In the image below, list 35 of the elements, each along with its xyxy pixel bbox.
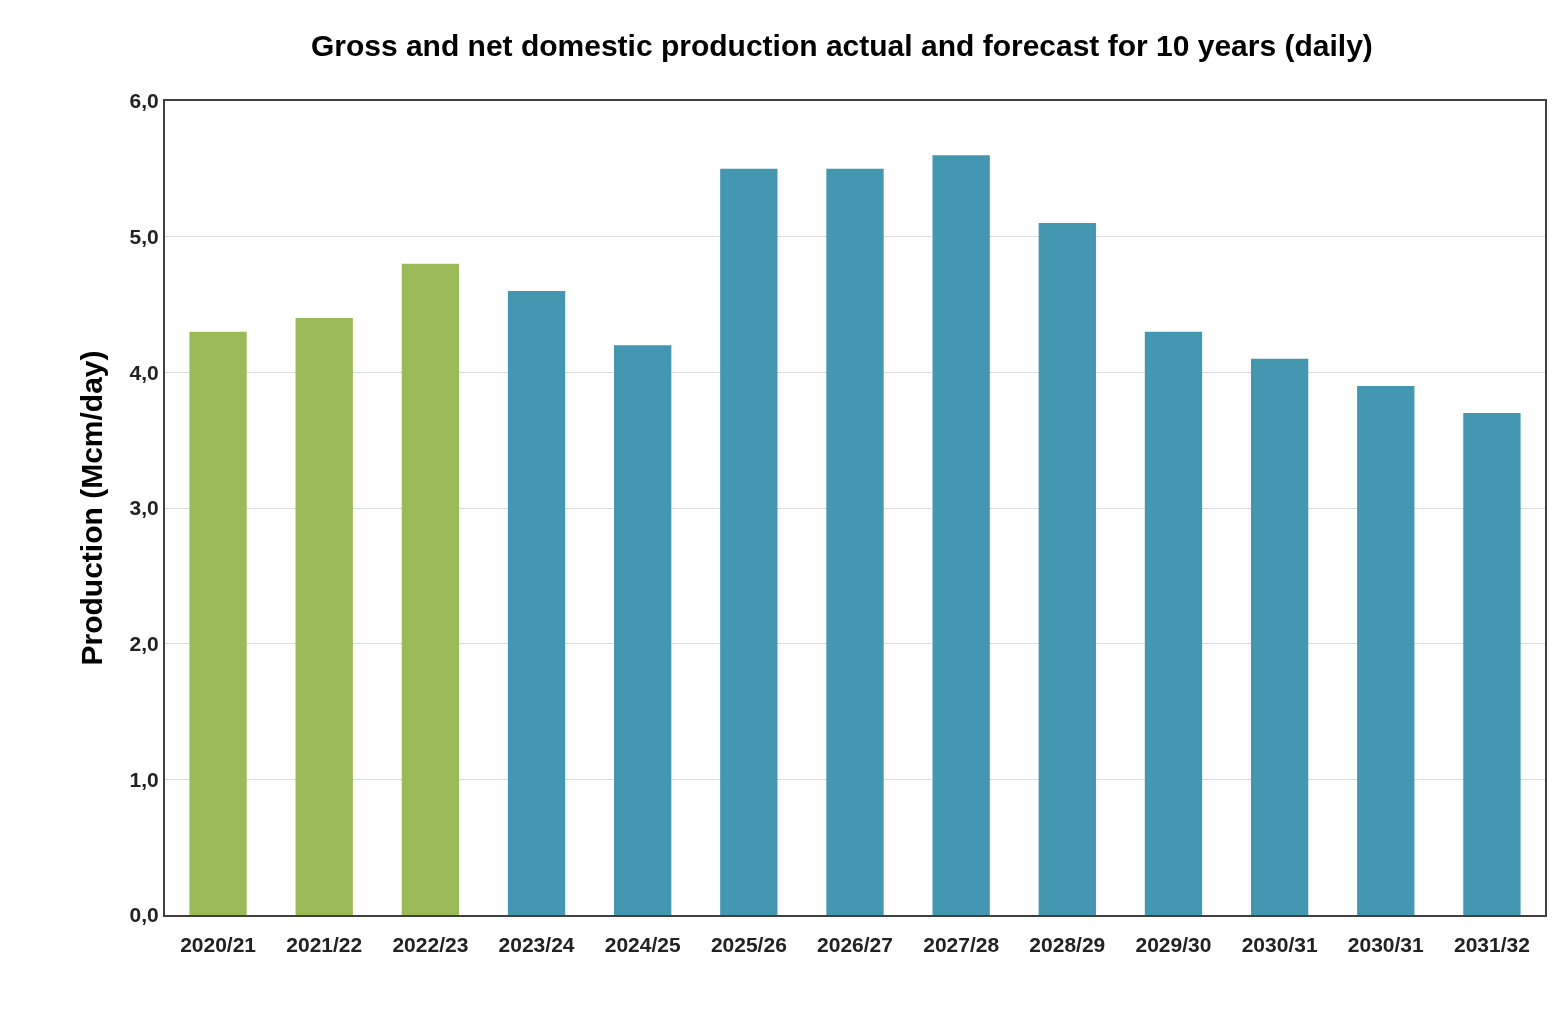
y-tick-label: 4,0 — [129, 360, 159, 384]
bar — [507, 290, 566, 915]
x-tick-label: 2023/24 — [498, 933, 575, 957]
x-tick-label: 2022/23 — [392, 933, 469, 957]
y-tick-label: 0,0 — [129, 903, 159, 927]
bar — [720, 168, 778, 915]
y-axis-title: Production (Mcm/day) — [75, 350, 109, 666]
x-tick-label: 2029/30 — [1135, 933, 1212, 957]
bar — [1250, 358, 1309, 915]
bar — [614, 345, 672, 915]
bar — [932, 155, 990, 915]
x-tick-label: 2027/28 — [923, 933, 1000, 957]
x-tick-label: 2031/32 — [1453, 933, 1530, 957]
y-tick-label: 2,0 — [129, 632, 159, 656]
x-tick-label: 2021/22 — [286, 933, 363, 957]
x-tick-label: 2028/29 — [1029, 933, 1106, 957]
bar — [826, 168, 884, 915]
y-tick-label: 3,0 — [129, 496, 159, 520]
x-tick-label: 2030/31 — [1241, 933, 1318, 957]
bar — [189, 331, 247, 915]
bar — [1463, 413, 1521, 915]
y-tick-label: 1,0 — [129, 767, 159, 791]
x-tick-label: 2025/26 — [710, 933, 787, 957]
x-tick-label: 2024/25 — [604, 933, 681, 957]
bar — [1357, 385, 1415, 915]
y-tick-label: 5,0 — [129, 225, 159, 249]
bar — [401, 263, 460, 915]
x-tick-label: 2026/27 — [817, 933, 893, 957]
chart-title: Gross and net domestic production actual and forecast for 10 years (daily) — [310, 29, 1373, 63]
bar — [1144, 331, 1203, 915]
x-tick-label: 2020/21 — [180, 933, 257, 957]
bar — [1038, 223, 1096, 915]
y-tick-label: 6,0 — [129, 89, 159, 113]
x-tick-label: 2030/31 — [1347, 933, 1425, 957]
bar — [295, 318, 353, 915]
